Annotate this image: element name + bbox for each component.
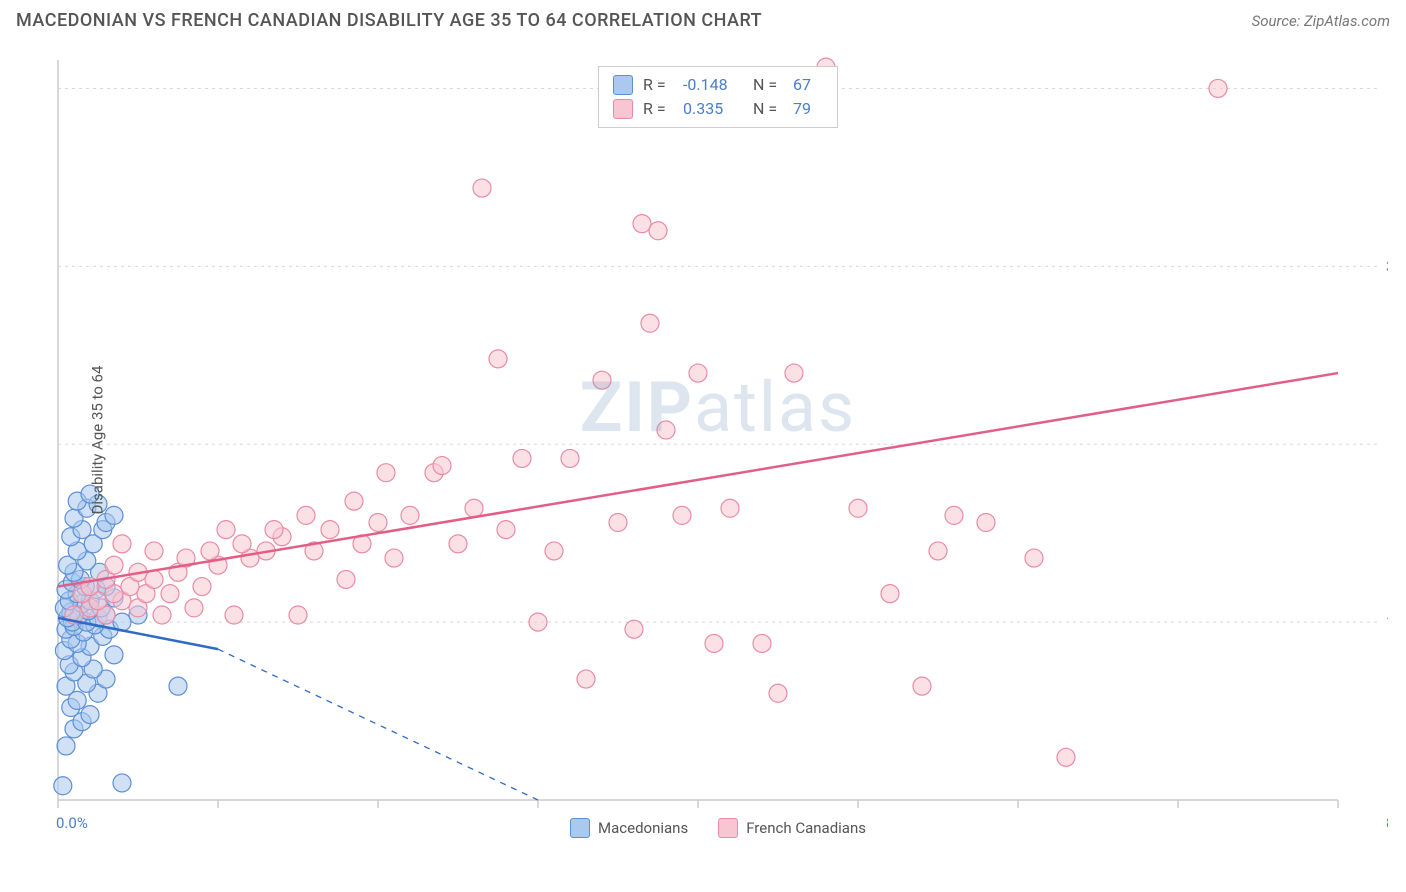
legend-item-french-canadians: French Canadians [718, 818, 866, 838]
y-axis-label: Disability Age 35 to 64 [88, 366, 106, 515]
svg-text:37.5%: 37.5% [1386, 257, 1388, 275]
chart-source: Source: ZipAtlas.com [1252, 12, 1390, 30]
chart-area: Disability Age 35 to 64 12.5% 37.5% 0.0% 80… [48, 40, 1388, 840]
chart-title: MACEDONIAN VS FRENCH CANADIAN DISABILITY… [16, 10, 762, 31]
legend-item-macedonians: Macedonians [570, 818, 688, 838]
svg-text:0.0%: 0.0% [56, 814, 88, 832]
svg-text:12.5%: 12.5% [1386, 613, 1388, 631]
scatter-plot-svg: 12.5% 37.5% 0.0% 80.0% [48, 40, 1388, 840]
chart-header: MACEDONIAN VS FRENCH CANADIAN DISABILITY… [0, 0, 1406, 37]
series-legend: Macedonians French Canadians [570, 818, 866, 838]
correlation-legend: R = -0.148 N = 67 R = 0.335 N = 79 [598, 66, 838, 128]
swatch-french-canadians [613, 99, 633, 119]
swatch-macedonians-icon [570, 818, 590, 838]
svg-text:80.0%: 80.0% [1386, 814, 1388, 832]
legend-row-macedonians: R = -0.148 N = 67 [613, 73, 823, 97]
swatch-macedonians [613, 75, 633, 95]
legend-row-french-canadians: R = 0.335 N = 79 [613, 97, 823, 121]
swatch-french-canadians-icon [718, 818, 738, 838]
